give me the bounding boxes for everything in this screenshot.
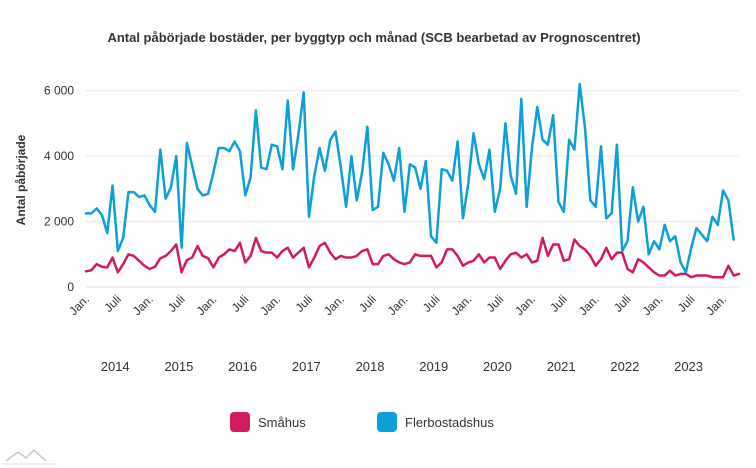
chart-title: Antal påbörjade bostäder, per byggtyp oc… [107, 30, 640, 45]
year-label: 2023 [674, 359, 703, 374]
legend-swatch [377, 412, 397, 432]
x-tick-label: Juli [675, 292, 698, 315]
y-tick-label: 4 000 [44, 149, 74, 163]
x-tick-label: Jan. [640, 292, 666, 318]
x-tick-labels: Jan. Juli Jan. Juli Jan. Juli Jan. Juli Jan. Juli… [66, 292, 729, 318]
y-tick-label: 2 000 [44, 215, 74, 229]
series-line-flerbostadshus [84, 82, 735, 274]
year-label: 2021 [547, 359, 576, 374]
x-tick-label: Jan. [385, 292, 411, 318]
year-labels: 2014 2015 2016 2017 2018 2019 2020 2021 2022 2023 [101, 359, 703, 374]
logo [2, 448, 58, 465]
year-label: 2020 [483, 359, 512, 374]
x-tick-label: Juli [484, 292, 507, 315]
x-tick-label: Juli [229, 292, 252, 315]
year-label: 2014 [101, 359, 130, 374]
x-tick-label: Juli [420, 292, 443, 315]
y-tick-labels: 0 2 000 4 000 6 000 [44, 84, 74, 294]
x-tick-label: Juli [356, 292, 379, 315]
x-tick-label: Juli [547, 292, 570, 315]
x-tick-label: Jan. [448, 292, 474, 318]
year-label: 2022 [610, 359, 639, 374]
x-tick-label: Jan. [130, 292, 156, 318]
x-tick-label: Juli [292, 292, 315, 315]
year-label: 2017 [292, 359, 321, 374]
y-axis-label: Antal påbörjade [14, 134, 28, 225]
legend-label: Småhus [258, 415, 306, 430]
year-label: 2018 [356, 359, 385, 374]
series-line-sm-hus [84, 236, 741, 279]
year-label: 2015 [164, 359, 193, 374]
x-tick-label: Jan. [576, 292, 602, 318]
x-tick-label: Jan. [66, 292, 92, 318]
legend-label: Flerbostadshus [405, 415, 494, 430]
legend-swatch [230, 412, 250, 432]
x-tick-label: Jan. [703, 292, 729, 318]
y-tick-label: 6 000 [44, 84, 74, 98]
x-tick-label: Jan. [321, 292, 347, 318]
x-tick-label: Jan. [257, 292, 283, 318]
year-label: 2016 [228, 359, 257, 374]
year-label: 2019 [419, 359, 448, 374]
series-lines [84, 82, 741, 279]
x-tick-label: Juli [101, 292, 124, 315]
y-tick-label: 0 [67, 280, 74, 294]
x-tick-label: Jan. [194, 292, 220, 318]
x-tick-label: Juli [165, 292, 188, 315]
x-tick-label: Jan. [512, 292, 538, 318]
legend: Småhus Flerbostadshus [230, 412, 494, 432]
x-tick-label: Juli [611, 292, 634, 315]
